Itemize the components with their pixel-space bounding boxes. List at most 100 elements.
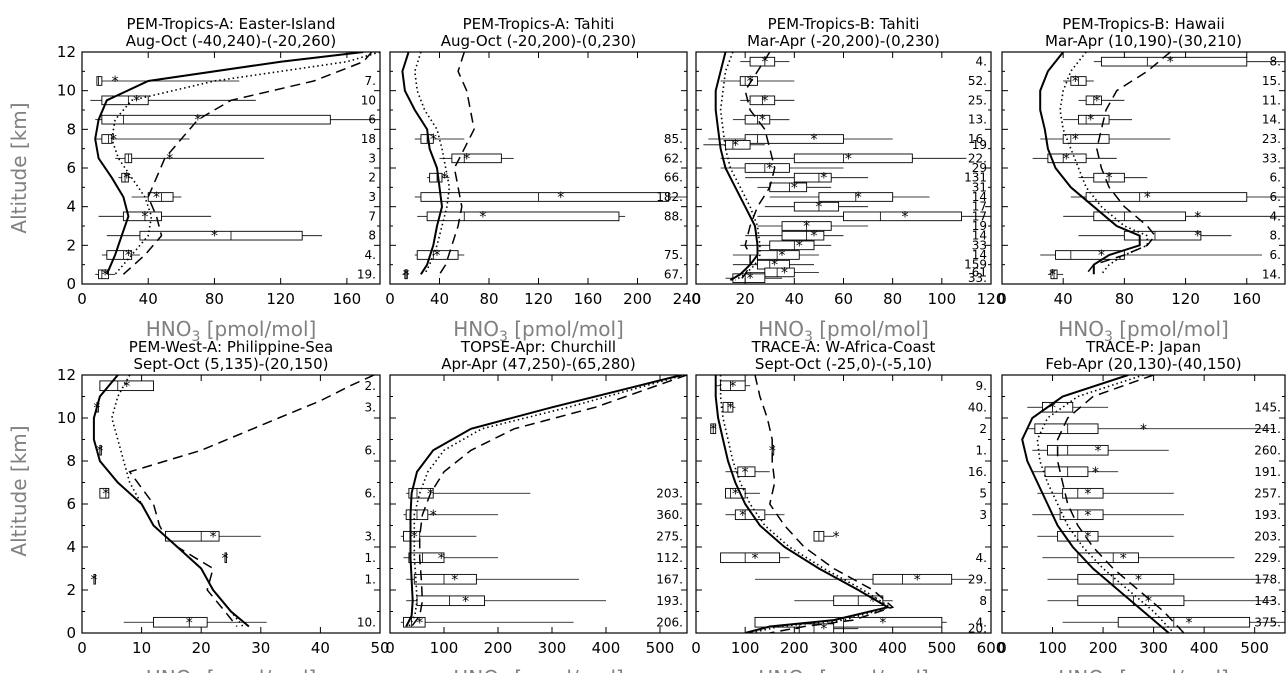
x-title-subscript: 3 bbox=[191, 329, 200, 345]
box-whisker: * bbox=[745, 171, 869, 187]
sample-count: 6 bbox=[368, 113, 376, 127]
box-whisker: * bbox=[794, 594, 893, 610]
box-whisker: * bbox=[406, 486, 531, 502]
x-title-part: [pmol/mol] bbox=[508, 666, 624, 673]
x-tick-label: 0 bbox=[385, 639, 395, 657]
box-whisker: * bbox=[96, 443, 103, 459]
mean-marker: * bbox=[742, 465, 749, 481]
sample-count: 15. bbox=[1262, 74, 1281, 88]
mean-marker: * bbox=[781, 265, 788, 281]
box-iqr bbox=[408, 552, 445, 564]
sample-count: 275. bbox=[656, 529, 683, 543]
box-whisker: * bbox=[403, 551, 498, 567]
sample-count: 1. bbox=[976, 443, 987, 457]
box-iqr bbox=[420, 192, 669, 202]
box-iqr bbox=[720, 552, 781, 564]
sample-count: 4. bbox=[365, 248, 376, 262]
sample-count: 33. bbox=[968, 271, 987, 285]
mean-marker: * bbox=[1084, 508, 1091, 524]
sample-count: 143. bbox=[1254, 594, 1281, 608]
sample-count: 88. bbox=[664, 209, 683, 223]
mean-marker: * bbox=[1194, 209, 1201, 225]
mean-marker: * bbox=[1063, 151, 1070, 167]
sample-count: 17 bbox=[972, 200, 987, 214]
x-title-part: HNO bbox=[453, 666, 499, 673]
box-iqr bbox=[1044, 466, 1089, 478]
y-tick-label: 0 bbox=[66, 275, 76, 293]
sample-count: 14. bbox=[1262, 267, 1281, 281]
x-axis-title: HNO3 [pmol/mol] bbox=[453, 666, 624, 673]
x-tick-label: 100 bbox=[731, 639, 760, 657]
box-iqr bbox=[1047, 444, 1109, 456]
x-tick-label: 80 bbox=[205, 290, 224, 308]
mean-marker: * bbox=[747, 271, 754, 287]
x-tick-label: 40 bbox=[311, 639, 330, 657]
box-iqr bbox=[781, 230, 825, 241]
mean-marker: * bbox=[1167, 55, 1174, 71]
mean-marker: * bbox=[1084, 529, 1091, 545]
box-iqr bbox=[106, 250, 133, 260]
profile-line-solid bbox=[94, 52, 364, 275]
mean-marker: * bbox=[96, 443, 103, 459]
sample-count: 5 bbox=[979, 486, 987, 500]
x-tick-label: 120 bbox=[977, 290, 1006, 308]
mean-marker: * bbox=[833, 529, 840, 545]
sample-count: 16. bbox=[968, 465, 987, 479]
box-iqr bbox=[798, 623, 835, 633]
mean-marker: * bbox=[133, 93, 140, 109]
sample-count: 14 bbox=[972, 248, 987, 262]
mean-marker: * bbox=[102, 486, 109, 502]
sample-count: 40. bbox=[968, 400, 987, 414]
y-tick-label: 0 bbox=[66, 624, 76, 642]
sample-count: 260. bbox=[1254, 443, 1281, 457]
x-title-subscript: 3 bbox=[1104, 329, 1113, 345]
sample-count: 241. bbox=[1254, 422, 1281, 436]
x-title-part: [pmol/mol] bbox=[200, 317, 316, 341]
sample-count: 257. bbox=[1254, 486, 1281, 500]
y-tick-label: 6 bbox=[66, 159, 76, 177]
sample-count: 23. bbox=[1262, 132, 1281, 146]
mean-marker: * bbox=[1049, 267, 1056, 283]
sample-count: 3. bbox=[365, 529, 376, 543]
mean-marker: * bbox=[1087, 113, 1094, 129]
sample-count: 145. bbox=[1254, 400, 1281, 414]
box-iqr bbox=[843, 211, 962, 222]
sample-count: 14 bbox=[972, 190, 987, 204]
box-iqr bbox=[1047, 153, 1087, 164]
box-whisker: * bbox=[757, 219, 869, 235]
box-whisker: * bbox=[406, 594, 606, 610]
y-axis-title-bottom: Altitude [km] bbox=[7, 425, 31, 556]
sample-count: 3. bbox=[365, 400, 376, 414]
sample-count: 112. bbox=[656, 551, 683, 565]
sample-count: 3 bbox=[368, 151, 376, 165]
sample-count: 191. bbox=[1254, 465, 1281, 479]
sample-count: 13. bbox=[968, 113, 987, 127]
x-tick-label: 300 bbox=[829, 639, 858, 657]
mean-marker: * bbox=[1072, 132, 1079, 148]
mean-marker: * bbox=[123, 171, 130, 187]
x-tick-label: 0 bbox=[77, 639, 87, 657]
mean-marker: * bbox=[166, 151, 173, 167]
mean-marker: * bbox=[403, 267, 410, 283]
mean-marker: * bbox=[1072, 74, 1079, 90]
profile-line-solid bbox=[1021, 375, 1170, 633]
profile-line-dashed bbox=[739, 52, 776, 281]
mean-marker: * bbox=[779, 248, 786, 264]
box-iqr bbox=[413, 573, 477, 585]
x-title-part: [pmol/mol] bbox=[200, 666, 316, 673]
mean-marker: * bbox=[1093, 93, 1100, 109]
mean-marker: * bbox=[479, 209, 486, 225]
mean-marker: * bbox=[430, 132, 437, 148]
panel-subtitle: Apr-Apr (47,250)-(65,280) bbox=[441, 355, 636, 373]
box-iqr bbox=[769, 182, 808, 193]
sample-count: 6. bbox=[1270, 171, 1281, 185]
sample-count: 167. bbox=[656, 572, 683, 586]
x-title-part: HNO bbox=[758, 317, 804, 341]
box-whisker: * bbox=[414, 190, 687, 206]
box-whisker: * bbox=[740, 55, 790, 71]
box-whisker: * bbox=[1093, 55, 1285, 71]
sample-count: 6. bbox=[365, 486, 376, 500]
